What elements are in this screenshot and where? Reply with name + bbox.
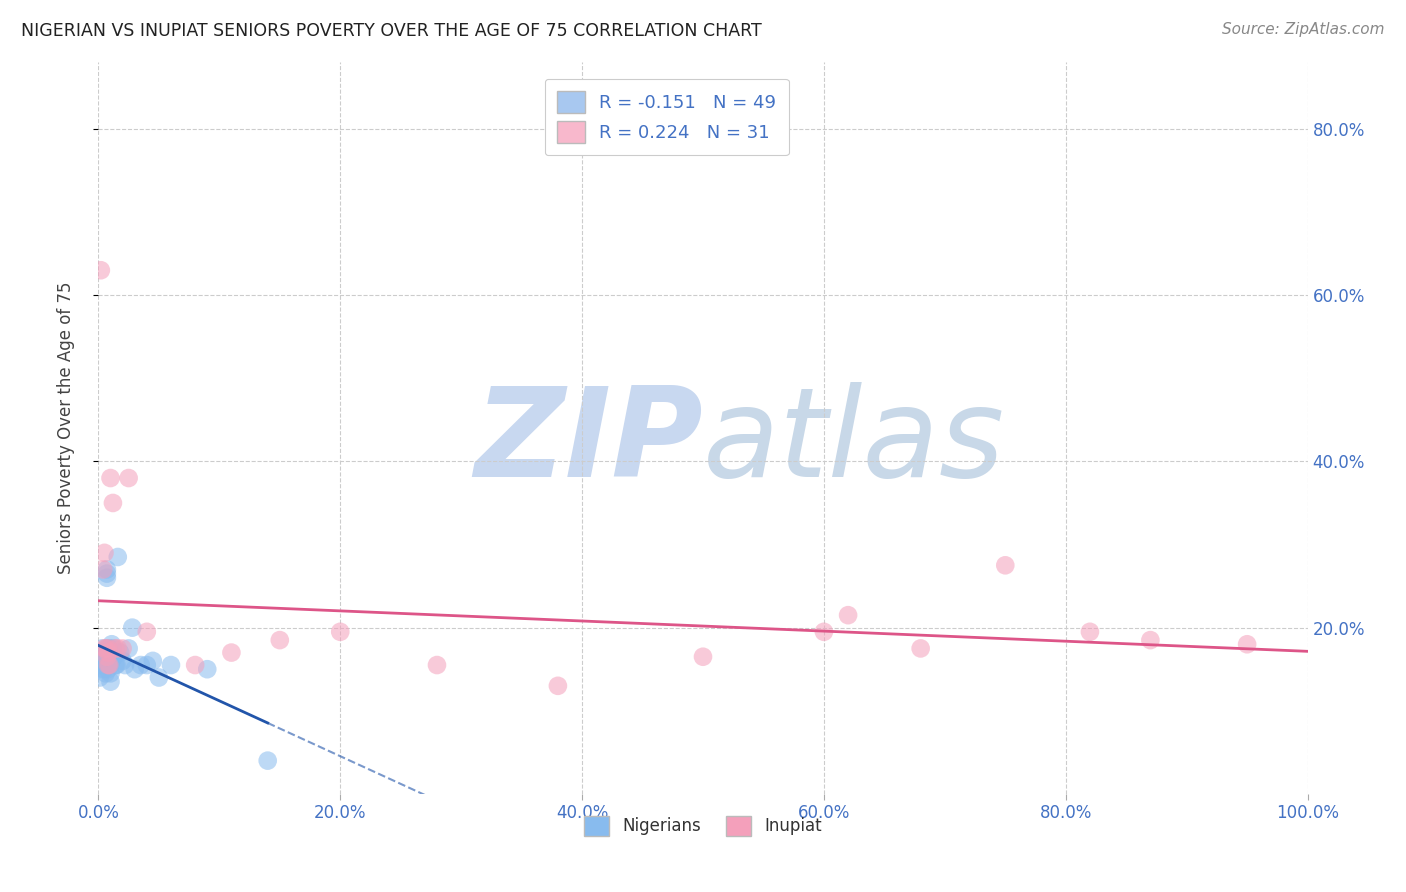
Point [98, 641, 121, 656]
Point [118, 471, 141, 485]
Point [96, 566, 118, 581]
Point [114, 658, 136, 673]
Point [94, 658, 117, 673]
Point [195, 662, 218, 676]
Point [96, 571, 118, 585]
Point [142, 654, 165, 668]
Text: NIGERIAN VS INUPIAT SENIORS POVERTY OVER THE AGE OF 75 CORRELATION CHART: NIGERIAN VS INUPIAT SENIORS POVERTY OVER… [21, 22, 762, 40]
Point [108, 646, 131, 660]
Point [129, 658, 152, 673]
Point [100, 654, 122, 668]
Point [1078, 624, 1101, 639]
Point [97, 658, 120, 673]
Point [90, 649, 112, 664]
Point [96, 562, 118, 576]
Point [91, 654, 114, 668]
Y-axis label: Seniors Poverty Over the Age of 75: Seniors Poverty Over the Age of 75 [56, 282, 75, 574]
Point [100, 649, 122, 664]
Point [91, 646, 114, 660]
Point [100, 471, 122, 485]
Point [813, 624, 835, 639]
Point [93, 654, 115, 668]
Point [329, 624, 352, 639]
Point [97, 649, 120, 664]
Point [96, 649, 118, 664]
Point [994, 558, 1017, 573]
Point [98, 654, 121, 668]
Point [184, 658, 207, 673]
Point [97, 646, 120, 660]
Point [135, 624, 157, 639]
Point [221, 646, 243, 660]
Point [97, 646, 120, 660]
Point [93, 649, 115, 664]
Point [94, 666, 117, 681]
Point [93, 546, 115, 560]
Point [89, 671, 111, 685]
Point [107, 641, 129, 656]
Point [111, 654, 134, 668]
Point [101, 496, 124, 510]
Text: ZIP: ZIP [474, 383, 703, 503]
Point [269, 633, 291, 648]
Point [256, 754, 278, 768]
Point [837, 608, 859, 623]
Point [101, 641, 124, 656]
Point [90, 662, 112, 676]
Point [692, 649, 714, 664]
Point [93, 646, 115, 660]
Point [100, 637, 122, 651]
Point [105, 658, 128, 673]
Point [426, 658, 449, 673]
Point [96, 641, 118, 656]
Text: Source: ZipAtlas.com: Source: ZipAtlas.com [1222, 22, 1385, 37]
Point [100, 666, 122, 681]
Point [93, 662, 115, 676]
Point [100, 674, 122, 689]
Point [91, 658, 114, 673]
Point [97, 641, 120, 656]
Point [148, 671, 170, 685]
Point [135, 658, 157, 673]
Point [121, 621, 143, 635]
Text: atlas: atlas [703, 383, 1005, 503]
Point [160, 658, 183, 673]
Point [124, 662, 146, 676]
Point [104, 641, 127, 656]
Point [1139, 633, 1161, 648]
Point [547, 679, 569, 693]
Point [91, 649, 114, 664]
Point [94, 641, 117, 656]
Point [93, 641, 115, 656]
Point [118, 641, 141, 656]
Point [97, 662, 120, 676]
Point [90, 263, 112, 277]
Point [98, 658, 121, 673]
Point [91, 641, 114, 656]
Legend: Nigerians, Inupiat: Nigerians, Inupiat [572, 804, 834, 847]
Point [104, 658, 127, 673]
Point [111, 641, 134, 656]
Point [94, 646, 117, 660]
Point [910, 641, 932, 656]
Point [91, 562, 114, 576]
Point [89, 658, 111, 673]
Point [103, 649, 125, 664]
Point [91, 658, 114, 673]
Point [107, 549, 129, 564]
Point [1236, 637, 1258, 651]
